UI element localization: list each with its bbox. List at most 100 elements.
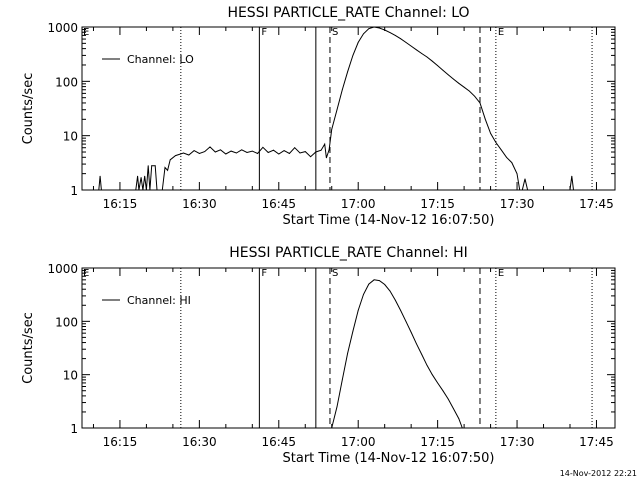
data-point [461, 427, 463, 429]
x-tick-label: 17:30 [500, 435, 535, 449]
x-tick-label: 17:30 [500, 197, 535, 211]
y-tick-label: 100 [55, 315, 78, 329]
y-tick-label: 1 [70, 184, 78, 198]
data-point [310, 156, 311, 158]
data-point [394, 299, 396, 301]
data-point [183, 152, 184, 154]
data-point [167, 169, 169, 171]
data-point [149, 189, 151, 191]
data-point [573, 189, 574, 191]
data-point [236, 152, 237, 154]
data-point [169, 159, 171, 161]
data-point [315, 151, 317, 153]
y-tick-label: 10 [63, 130, 78, 144]
data-point [379, 280, 380, 281]
data-point [500, 149, 502, 151]
data-point [405, 320, 407, 322]
data-point [164, 167, 166, 168]
data-point [410, 332, 412, 333]
x-tick-label: 17:00 [341, 197, 376, 211]
data-point [161, 189, 163, 191]
data-point [511, 162, 513, 164]
data-point [458, 82, 460, 84]
data-point [326, 157, 327, 159]
data-point [431, 374, 433, 376]
data-point [304, 151, 306, 153]
y-tick-label: 10 [63, 369, 78, 383]
y-tick-label: 100 [55, 75, 78, 89]
x-tick-label: 16:45 [261, 435, 296, 449]
data-point [352, 55, 354, 56]
data-point [352, 330, 354, 332]
data-point [193, 150, 195, 152]
data-point [135, 189, 137, 191]
data-point [479, 102, 481, 104]
legend-label: Channel: HI [127, 294, 191, 307]
data-point [519, 189, 521, 191]
data-point [410, 45, 412, 47]
data-point [214, 151, 216, 153]
data-point [506, 156, 507, 158]
data-point [453, 408, 454, 410]
data-point [426, 364, 428, 366]
data-point [437, 382, 438, 384]
lo-channel-panel: HESSI PARTICLE_RATE Channel: LO 16:15 16:3… [21, 5, 616, 228]
data-point [267, 152, 269, 153]
data-point [98, 189, 100, 191]
series-line [331, 279, 463, 429]
data-point [144, 175, 146, 177]
data-point [154, 165, 156, 167]
data-point [363, 33, 364, 35]
data-point [341, 89, 343, 91]
data-point [495, 142, 497, 143]
data-point [328, 149, 330, 151]
data-point [384, 29, 386, 31]
data-point [137, 175, 139, 177]
x-tick-label: 16:15 [103, 197, 138, 211]
data-point [368, 28, 370, 30]
data-point [421, 354, 423, 355]
data-point [405, 42, 407, 43]
data-point [251, 150, 253, 152]
event-marker-label: F [261, 268, 267, 279]
data-point [490, 133, 491, 134]
data-point [400, 38, 401, 40]
plot-frame [81, 26, 616, 191]
data-point [246, 152, 248, 153]
y-tick-label: 1000 [47, 262, 78, 276]
data-point [437, 65, 438, 66]
x-tick-label: 17:45 [579, 435, 614, 449]
footer-timestamp: 14-Nov-2012 22:21 [560, 469, 637, 478]
data-point [320, 149, 322, 151]
data-point [347, 71, 348, 73]
data-point [447, 74, 449, 76]
data-point [347, 353, 348, 354]
x-tick-label: 17:15 [420, 435, 455, 449]
data-point [336, 109, 338, 111]
data-point [416, 343, 417, 345]
y-axis-label: Counts/sec [21, 73, 36, 145]
data-point [142, 189, 144, 191]
x-tick-label: 17:00 [341, 435, 376, 449]
data-point [204, 151, 206, 153]
data-point [299, 152, 301, 154]
x-axis-label: Start Time (14-Nov-12 16:07:50) [283, 451, 495, 466]
plot-frame [81, 267, 616, 429]
data-point [331, 427, 333, 429]
data-point [262, 146, 264, 148]
data-point [199, 153, 200, 154]
data-point [146, 189, 147, 191]
data-point [426, 56, 428, 58]
hi-channel-panel: HESSI PARTICLE_RATE Channel: HI 16:15 16:3… [21, 245, 616, 466]
data-point [416, 49, 417, 51]
data-point [389, 32, 391, 33]
x-axis-label: Start Time (14-Nov-12 16:07:50) [283, 213, 495, 228]
data-point [484, 118, 486, 120]
data-point [257, 153, 258, 154]
data-point [283, 150, 285, 152]
data-point [384, 284, 386, 285]
data-point [99, 175, 101, 177]
data-point [524, 178, 526, 180]
x-tick-label: 16:45 [261, 197, 296, 211]
